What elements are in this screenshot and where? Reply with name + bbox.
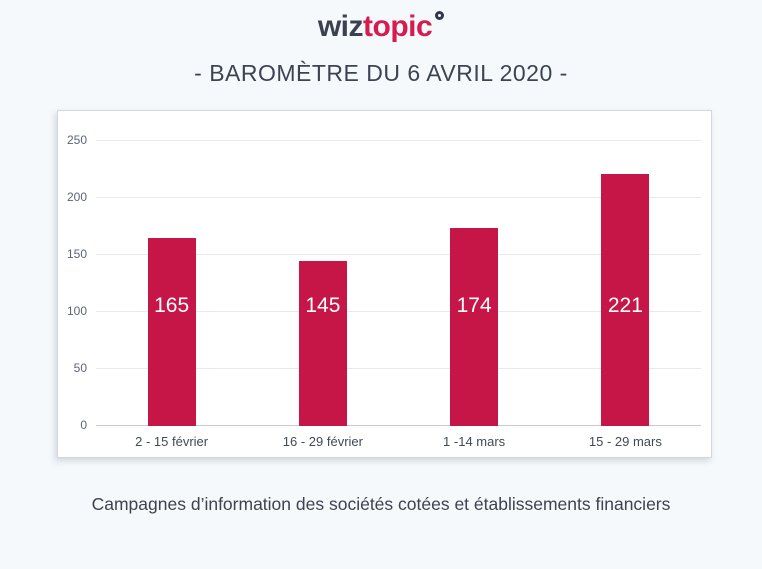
bar-value-label: 221 bbox=[607, 294, 643, 317]
y-axis-tick-label: 50 bbox=[73, 361, 87, 375]
bar-15 - 29 mars: 221 bbox=[601, 174, 650, 426]
bar-value-label: 174 bbox=[456, 294, 492, 317]
x-axis-category-label: 16 - 29 février bbox=[282, 434, 363, 449]
gridline-100: 100 bbox=[67, 304, 701, 318]
logo-ring-icon bbox=[435, 11, 445, 20]
gridline-50: 50 bbox=[74, 361, 701, 375]
gridline-0: 0 bbox=[80, 418, 701, 432]
y-axis-tick-label: 200 bbox=[66, 190, 87, 204]
logo-text-topic: topic bbox=[363, 10, 433, 43]
wiztopic-logo: wiztopic bbox=[317, 10, 445, 44]
x-axis-category-label: 15 - 29 mars bbox=[588, 434, 662, 449]
chart-caption: Campagnes d’information des sociétés cot… bbox=[91, 494, 671, 514]
bar-value-label: 145 bbox=[305, 294, 341, 317]
bar-16 - 29 février: 145 bbox=[298, 260, 347, 426]
logo-text-wiz: wiz bbox=[317, 10, 364, 43]
x-axis-category-label: 2 - 15 février bbox=[135, 434, 209, 449]
gridline-250: 250 bbox=[67, 133, 701, 147]
bar-value-label: 165 bbox=[154, 294, 190, 317]
logo-row: wiztopic bbox=[0, 10, 762, 44]
y-axis-tick-label: 0 bbox=[80, 418, 87, 432]
y-axis-tick-label: 250 bbox=[66, 133, 87, 147]
bar-1 -14 mars: 174 bbox=[450, 227, 499, 426]
x-axis-category-label: 1 -14 mars bbox=[443, 434, 506, 449]
bar-chart-plot-area: 0 50 100 150 200 250 165 2 - 15 février 145 16 - … bbox=[67, 133, 701, 449]
y-axis-tick-label: 100 bbox=[66, 304, 87, 318]
bar-2 - 15 février: 165 bbox=[147, 237, 196, 426]
gridline-150: 150 bbox=[67, 247, 701, 261]
y-axis-tick-label: 150 bbox=[66, 247, 87, 261]
page-title: - BAROMÈTRE DU 6 AVRIL 2020 - bbox=[194, 60, 568, 86]
gridline-200: 200 bbox=[67, 190, 701, 204]
bar-chart-card: 0 50 100 150 200 250 165 2 - 15 février 145 16 - … bbox=[57, 110, 712, 458]
